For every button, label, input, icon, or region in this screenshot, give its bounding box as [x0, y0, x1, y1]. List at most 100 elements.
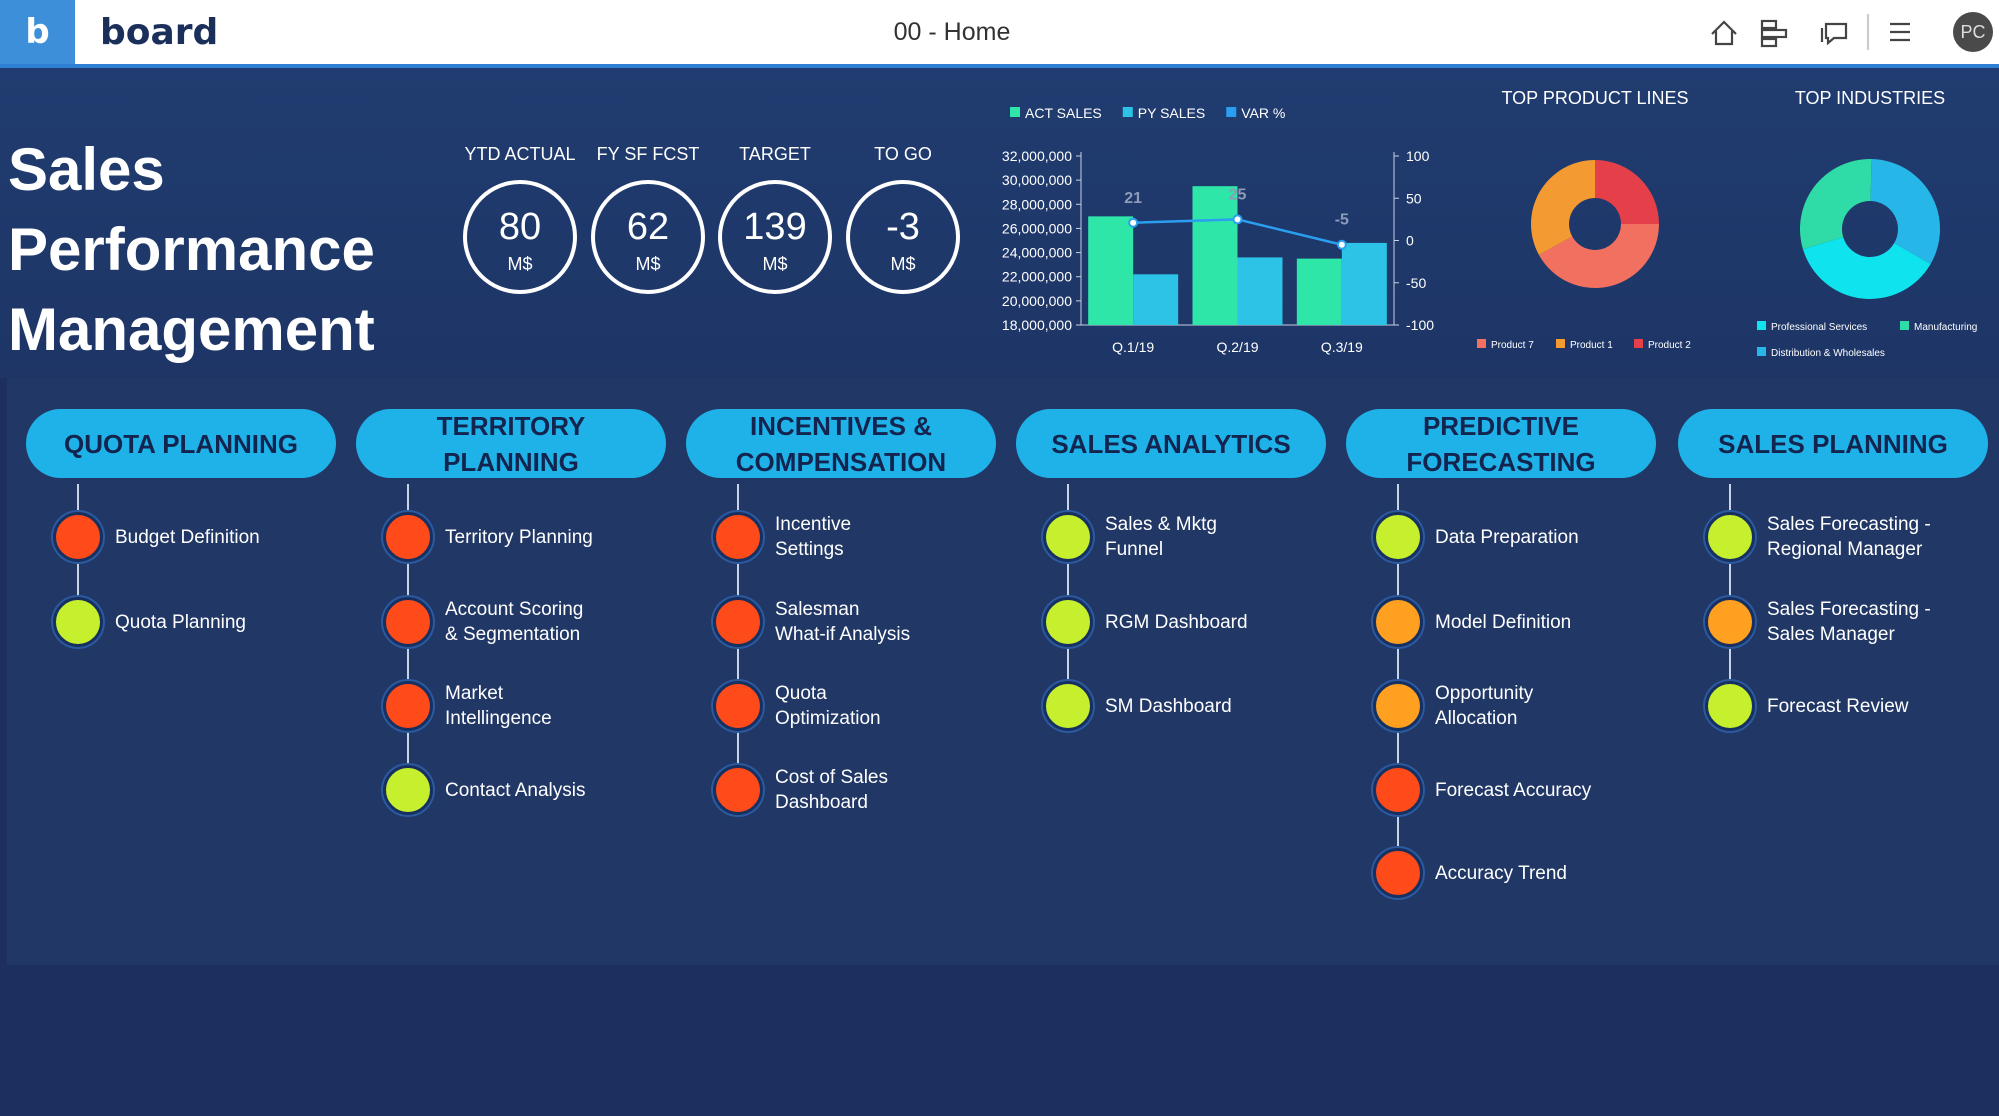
status-dot[interactable] [1043, 597, 1093, 647]
chart-title: TOP PRODUCT LINES [1501, 88, 1688, 108]
connector [1397, 484, 1399, 873]
item-label[interactable]: SM Dashboard [1105, 695, 1232, 717]
chart-title: TOP INDUSTRIES [1795, 88, 1945, 108]
status-dot[interactable] [1705, 597, 1755, 647]
item-label[interactable]: Budget Definition [115, 526, 260, 548]
item-label[interactable]: Forecast Review [1767, 695, 1909, 717]
line-point [1232, 214, 1243, 225]
section-button[interactable]: INCENTIVES & COMPENSATION [686, 409, 996, 478]
bar [1088, 216, 1134, 325]
status-dot[interactable] [383, 681, 433, 731]
status-dot[interactable] [1043, 512, 1093, 562]
layout-icon[interactable] [1760, 19, 1778, 30]
pie-slice [1595, 160, 1659, 224]
section-button[interactable]: SALES ANALYTICS [1016, 409, 1326, 478]
status-dot[interactable] [713, 681, 763, 731]
logo-icon[interactable]: b [0, 0, 75, 64]
legend-swatch [1010, 107, 1020, 117]
status-dot[interactable] [53, 512, 103, 562]
connector [1729, 484, 1731, 706]
pie-slice [1802, 237, 1931, 300]
legend-label: Professional Services [1771, 322, 1867, 333]
status-dot[interactable] [1373, 848, 1423, 898]
item-label[interactable]: Market Intellingence [445, 683, 552, 729]
y-tick-label: 18,000,000 [1002, 317, 1072, 333]
legend-label: Distribution & Wholesales [1771, 348, 1885, 359]
item-label[interactable]: Sales Forecasting - Regional Manager [1767, 514, 1931, 560]
kpi-unit: M$ [762, 254, 788, 274]
status-dot[interactable] [383, 765, 433, 815]
status-dot[interactable] [53, 597, 103, 647]
status-dot[interactable] [383, 512, 433, 562]
status-dot[interactable] [713, 512, 763, 562]
legend-label: PY SALES [1138, 105, 1205, 121]
kpi-unit: M$ [890, 254, 916, 274]
item-label[interactable]: RGM Dashboard [1105, 611, 1248, 633]
comment-icon[interactable] [1820, 22, 1848, 46]
section-button[interactable]: PREDICTIVE FORECASTING [1346, 409, 1656, 478]
section-button[interactable]: SALES PLANNING [1678, 409, 1988, 478]
y-tick-label: 28,000,000 [1002, 196, 1072, 212]
item-label[interactable]: Cost of Sales Dashboard [775, 767, 888, 813]
item-label[interactable]: Opportunity Allocation [1435, 683, 1534, 729]
logo[interactable]: board [100, 12, 219, 53]
y2-tick-label: 0 [1406, 233, 1414, 249]
y-tick-label: 30,000,000 [1002, 172, 1072, 188]
status-dot[interactable] [1373, 512, 1423, 562]
kpi-value: 139 [743, 206, 807, 248]
menu-icon[interactable] [1890, 22, 1910, 42]
item-label[interactable]: Forecast Accuracy [1435, 779, 1592, 801]
status-dot[interactable] [1373, 681, 1423, 731]
item-label[interactable]: Quota Optimization [775, 683, 881, 729]
x-tick-label: Q.2/19 [1216, 339, 1258, 355]
bar [1296, 258, 1342, 325]
kpi-unit: M$ [635, 254, 661, 274]
item-label[interactable]: Model Definition [1435, 611, 1572, 633]
legend-swatch [1122, 107, 1133, 117]
legend-swatch [1757, 347, 1766, 356]
pie-slice [1870, 159, 1941, 264]
item-label[interactable]: Incentive Settings [775, 514, 852, 560]
item-label[interactable]: Accuracy Trend [1435, 862, 1567, 884]
kpi-label: FY SF FCST [596, 144, 700, 164]
line-point [1128, 217, 1139, 228]
status-dot[interactable] [383, 597, 433, 647]
status-dot[interactable] [1043, 681, 1093, 731]
header: b board 00 - Home PC [0, 0, 1999, 68]
status-dot[interactable] [1705, 681, 1755, 731]
item-label[interactable]: Sales & Mktg Funnel [1105, 514, 1217, 560]
y2-tick-label: -100 [1406, 317, 1434, 333]
legend-swatch [1757, 321, 1766, 330]
pie-slice [1800, 159, 1872, 250]
status-dot[interactable] [713, 765, 763, 815]
legend-swatch [1477, 339, 1486, 348]
avatar[interactable]: PC [1953, 12, 1993, 52]
status-dot[interactable] [1373, 765, 1423, 815]
kpi-circle: 80 M$ [463, 180, 577, 294]
data-label: 21 [1124, 190, 1142, 207]
item-label[interactable]: Salesman What-if Analysis [775, 599, 911, 645]
kpi-value: 62 [626, 206, 670, 248]
legend-swatch [1634, 339, 1643, 348]
section-button[interactable]: QUOTA PLANNING [26, 409, 336, 478]
item-label[interactable]: Quota Planning [115, 611, 246, 633]
kpi-label: TO GO [874, 144, 932, 164]
item-label[interactable]: Data Preparation [1435, 526, 1579, 548]
section-button[interactable]: TERRITORY PLANNING [356, 409, 666, 478]
kpi-unit: M$ [507, 254, 533, 274]
legend-label: ACT SALES [1025, 105, 1102, 121]
pie-slice [1538, 224, 1659, 288]
item-label[interactable]: Territory Planning [445, 526, 593, 548]
data-label: -5 [1335, 212, 1349, 229]
status-dot[interactable] [1705, 512, 1755, 562]
summary-panel [0, 68, 1999, 378]
item-label[interactable]: Contact Analysis [445, 779, 586, 801]
kpi-label: YTD ACTUAL [464, 144, 576, 164]
home-icon[interactable] [1711, 20, 1737, 46]
item-label[interactable]: Account Scoring & Segmentation [445, 599, 584, 645]
item-label[interactable]: Sales Forecasting - Sales Manager [1767, 599, 1931, 645]
kpi-value: 80 [498, 206, 542, 248]
status-dot[interactable] [713, 597, 763, 647]
legend-swatch [1556, 339, 1565, 348]
status-dot[interactable] [1373, 597, 1423, 647]
